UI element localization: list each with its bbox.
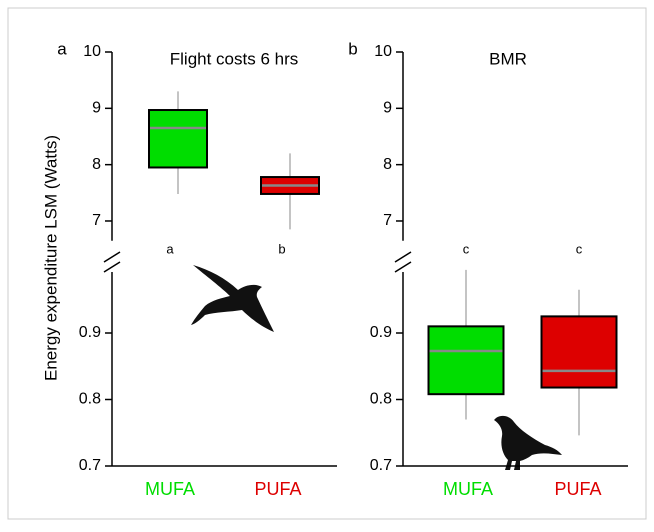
y-tick-label: 8 — [92, 156, 101, 173]
y-tick-label: 8 — [383, 156, 392, 173]
y-tick-label: 0.7 — [79, 457, 101, 474]
annotation: c — [463, 241, 470, 256]
bird-flying — [191, 265, 274, 332]
y-tick-label: 10 — [83, 43, 101, 60]
chart-title: BMR — [489, 49, 527, 68]
y-tick-label: 0.7 — [370, 457, 392, 474]
y-tick-label: 0.9 — [370, 324, 392, 341]
y-tick-label: 9 — [92, 100, 101, 117]
x-tick-label: PUFA — [554, 479, 601, 499]
bird-standing — [494, 415, 562, 470]
annotation: b — [278, 241, 285, 256]
y-tick-label: 0.8 — [79, 391, 101, 408]
y-tick-label: 0.8 — [370, 391, 392, 408]
x-tick-label: MUFA — [443, 479, 493, 499]
panel-label: a — [57, 39, 67, 58]
frame — [7, 7, 647, 520]
axis-break — [103, 251, 412, 273]
y-tick-label: 0.9 — [79, 324, 101, 341]
y-axis-label: Energy expenditure LSM (Watts) — [41, 135, 60, 381]
panel-label: b — [348, 39, 357, 58]
y-tick-label: 10 — [374, 43, 392, 60]
x-tick-label: PUFA — [254, 479, 301, 499]
chart-title: Flight costs 6 hrs — [170, 49, 299, 68]
box — [148, 109, 208, 169]
box — [540, 315, 618, 389]
y-tick-label: 9 — [383, 100, 392, 117]
annotation: a — [166, 241, 174, 256]
annotation: c — [576, 241, 583, 256]
x-tick-label: MUFA — [145, 479, 195, 499]
y-tick-label: 7 — [92, 212, 101, 229]
box — [427, 325, 505, 396]
y-tick-label: 7 — [383, 212, 392, 229]
